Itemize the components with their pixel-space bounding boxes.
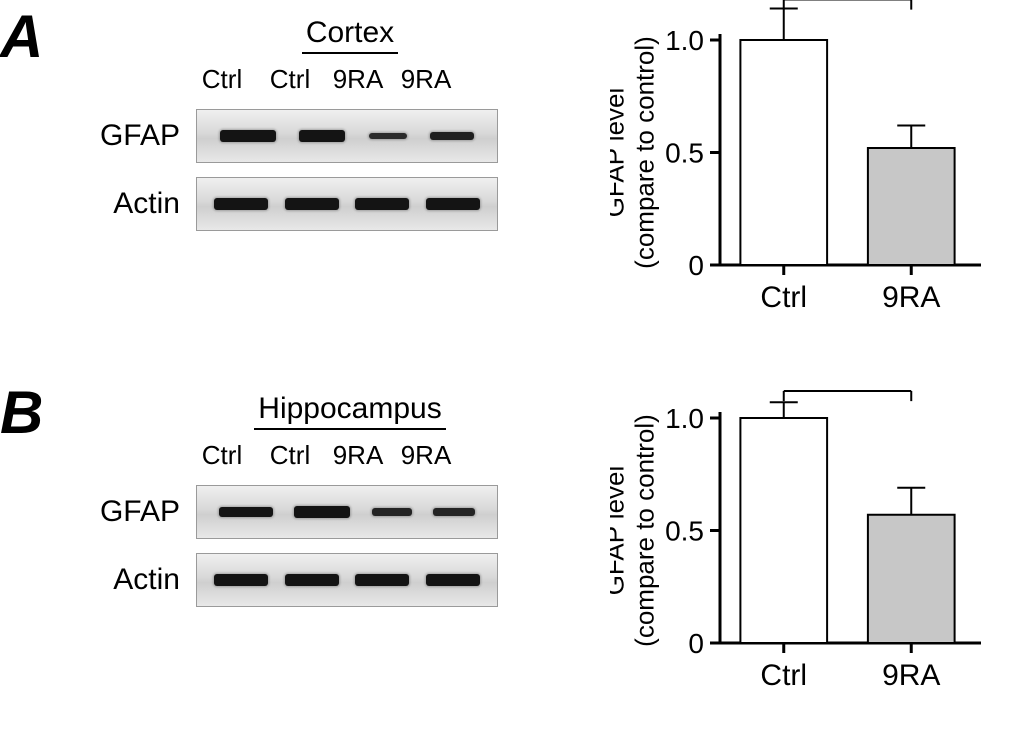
wb-row-label: GFAP (60, 119, 196, 153)
wb-strip (196, 553, 498, 607)
wb-band (220, 130, 276, 142)
svg-text:Ctrl: Ctrl (760, 281, 807, 314)
wb-band (355, 198, 409, 210)
wb-lane-labels-b: Ctrl Ctrl 9RA 9RA (60, 440, 520, 471)
wb-strip (196, 177, 498, 231)
wb-band (214, 574, 268, 586)
wb-band (433, 508, 475, 516)
western-blot-cortex: Cortex Ctrl Ctrl 9RA 9RA GFAP Actin (60, 16, 520, 231)
wb-row-label: Actin (60, 187, 196, 221)
lane-label: Ctrl (256, 64, 324, 95)
svg-text:1.0: 1.0 (665, 25, 704, 56)
lane-label: Ctrl (188, 64, 256, 95)
panel-letter-a: A (0, 2, 43, 71)
lane-label: 9RA (324, 440, 392, 471)
svg-text:0.5: 0.5 (665, 138, 704, 169)
wb-band (214, 198, 268, 210)
wb-row-gfap-b: GFAP (60, 485, 520, 539)
figure: A Cortex Ctrl Ctrl 9RA 9RA GFAP Actin 00… (0, 0, 1020, 750)
wb-row-label: Actin (60, 563, 196, 597)
svg-text:1.0: 1.0 (665, 403, 704, 434)
lane-label: 9RA (392, 440, 460, 471)
lane-label: Ctrl (188, 440, 256, 471)
lane-label: 9RA (324, 64, 392, 95)
wb-band (369, 133, 407, 139)
bar-chart-svg: 0 0.5 1.0GFAP level(compare to control) Ctr… (610, 378, 1010, 718)
wb-band (219, 507, 273, 517)
wb-strip (196, 485, 498, 539)
svg-text:9RA: 9RA (882, 281, 940, 314)
svg-text:GFAP level(compare to control): GFAP level(compare to control) (610, 414, 660, 647)
svg-text:*: * (840, 0, 856, 5)
wb-lane-labels-a: Ctrl Ctrl 9RA 9RA (60, 64, 520, 95)
wb-band (285, 198, 339, 210)
wb-band (372, 508, 412, 516)
wb-band (294, 506, 350, 518)
wb-band (355, 574, 409, 586)
svg-text:9RA: 9RA (882, 659, 940, 692)
western-blot-hippocampus: Hippocampus Ctrl Ctrl 9RA 9RA GFAP Actin (60, 392, 520, 607)
svg-text:0: 0 (688, 250, 704, 281)
wb-band (430, 132, 474, 140)
wb-band (285, 574, 339, 586)
wb-band (426, 574, 480, 586)
wb-row-gfap-a: GFAP (60, 109, 520, 163)
lane-label: Ctrl (256, 440, 324, 471)
panel-letter-b: B (0, 378, 43, 447)
svg-text:GFAP level(compare to control): GFAP level(compare to control) (610, 36, 660, 269)
svg-text:*: * (840, 378, 856, 396)
wb-row-label: GFAP (60, 495, 196, 529)
bar-chart-hippocampus: 0 0.5 1.0GFAP level(compare to control) Ctr… (610, 378, 1010, 718)
wb-row-actin-a: Actin (60, 177, 520, 231)
wb-band (299, 130, 345, 142)
bar-chart-cortex: 0 0.5 1.0GFAP level(compare to control) Ctr… (610, 0, 1010, 340)
svg-text:Ctrl: Ctrl (760, 659, 807, 692)
wb-title-hippocampus: Hippocampus (254, 392, 445, 430)
bar-chart-svg: 0 0.5 1.0GFAP level(compare to control) Ctr… (610, 0, 1010, 340)
wb-strip (196, 109, 498, 163)
svg-text:0.5: 0.5 (665, 516, 704, 547)
wb-band (426, 198, 480, 210)
wb-row-actin-b: Actin (60, 553, 520, 607)
lane-label: 9RA (392, 64, 460, 95)
wb-title-cortex: Cortex (302, 16, 398, 54)
svg-text:0: 0 (688, 628, 704, 659)
